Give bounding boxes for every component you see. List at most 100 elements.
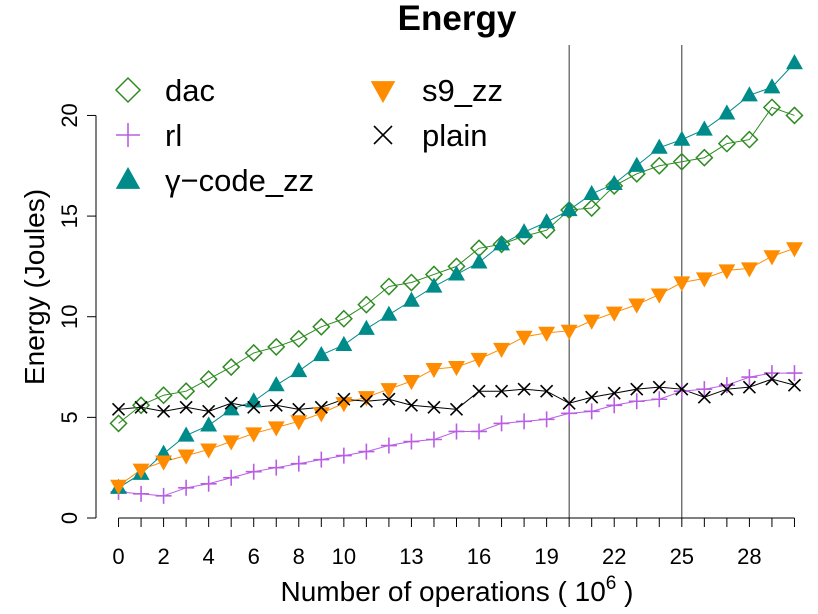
data-point bbox=[787, 378, 802, 392]
data-point bbox=[605, 174, 623, 190]
data-point bbox=[605, 306, 623, 322]
legend-marker bbox=[115, 166, 141, 189]
data-point bbox=[448, 423, 465, 440]
data-point bbox=[470, 352, 488, 369]
data-point bbox=[786, 242, 803, 258]
data-point bbox=[402, 273, 421, 292]
data-point bbox=[358, 443, 375, 460]
data-point bbox=[740, 262, 758, 278]
data-point bbox=[313, 451, 330, 468]
data-point bbox=[380, 383, 398, 399]
legend-label: s9_zz bbox=[422, 73, 503, 108]
data-point bbox=[740, 86, 758, 102]
data-point bbox=[245, 392, 263, 408]
data-point bbox=[224, 396, 238, 410]
data-point bbox=[449, 402, 464, 416]
data-point bbox=[628, 393, 645, 410]
data-point bbox=[718, 377, 735, 394]
data-point bbox=[628, 298, 646, 314]
x-tick-label: 22 bbox=[602, 544, 626, 569]
data-point bbox=[583, 314, 601, 330]
x-tick-label: 4 bbox=[203, 544, 215, 569]
x-tick-label: 2 bbox=[157, 544, 169, 569]
data-point bbox=[402, 291, 420, 307]
data-point bbox=[133, 485, 150, 502]
data-point bbox=[380, 305, 398, 321]
data-point bbox=[470, 253, 488, 269]
data-point bbox=[720, 382, 734, 396]
data-point bbox=[493, 235, 511, 251]
data-point bbox=[673, 383, 690, 400]
data-point bbox=[785, 106, 804, 125]
data-point bbox=[673, 130, 691, 146]
data-point bbox=[560, 324, 578, 340]
x-tick-label: 28 bbox=[737, 544, 761, 569]
data-point bbox=[582, 198, 601, 218]
data-point bbox=[157, 404, 171, 418]
data-point bbox=[109, 414, 128, 433]
data-point bbox=[357, 319, 375, 335]
legend-label: plain bbox=[422, 118, 488, 153]
x-tick-label: 10 bbox=[332, 544, 356, 569]
x-tick-label: 6 bbox=[248, 544, 260, 569]
data-point bbox=[334, 309, 353, 328]
legend-label: rl bbox=[165, 118, 182, 153]
data-point bbox=[200, 416, 218, 432]
data-point bbox=[245, 463, 262, 480]
data-point bbox=[403, 433, 420, 450]
x-axis-label-main: Number of operations ( 10 bbox=[281, 576, 606, 607]
data-point bbox=[605, 176, 624, 195]
axes: 0 2 4 6 8 10 13 16 19 22 25 28 0 5 10 15 20 bbox=[57, 103, 795, 569]
data-point bbox=[290, 362, 308, 378]
data-point bbox=[650, 138, 668, 154]
data-point bbox=[200, 475, 217, 492]
data-point bbox=[538, 213, 556, 229]
data-point bbox=[335, 397, 353, 413]
data-point bbox=[560, 200, 579, 220]
data-point bbox=[695, 148, 714, 167]
data-point bbox=[742, 380, 756, 394]
data-point bbox=[223, 469, 240, 486]
data-point bbox=[177, 426, 195, 442]
data-point bbox=[379, 277, 398, 296]
data-point bbox=[335, 335, 353, 352]
data-point bbox=[245, 427, 263, 443]
data-point bbox=[402, 375, 420, 391]
data-point bbox=[335, 447, 352, 464]
data-point bbox=[675, 382, 689, 396]
data-point bbox=[269, 398, 283, 412]
data-point bbox=[244, 343, 263, 363]
data-point bbox=[177, 382, 196, 401]
data-point bbox=[425, 431, 442, 448]
data-point bbox=[290, 455, 307, 472]
data-point bbox=[471, 423, 488, 440]
data-point bbox=[650, 288, 668, 304]
data-point bbox=[222, 435, 240, 451]
data-point bbox=[359, 394, 373, 408]
data-point bbox=[380, 437, 397, 454]
x-axis-label-close: ) bbox=[616, 576, 633, 607]
data-point bbox=[740, 130, 759, 149]
legend-marker bbox=[373, 125, 393, 145]
data-point bbox=[312, 345, 330, 362]
data-point bbox=[425, 277, 443, 293]
data-point bbox=[427, 400, 441, 414]
data-point bbox=[695, 120, 713, 136]
data-point bbox=[763, 78, 781, 94]
data-point bbox=[585, 390, 599, 404]
data-point bbox=[178, 479, 195, 496]
legend-marker bbox=[116, 123, 140, 147]
data-point bbox=[312, 317, 331, 336]
x-axis-label: Number of operations ( 106 ) bbox=[281, 573, 634, 607]
data-point bbox=[651, 391, 668, 408]
data-point bbox=[357, 295, 376, 314]
data-point bbox=[765, 372, 779, 386]
legend-marker bbox=[370, 81, 396, 104]
y-tick-label: 20 bbox=[57, 103, 82, 127]
data-point bbox=[267, 421, 285, 437]
data-point bbox=[179, 400, 193, 414]
data-point bbox=[652, 380, 666, 394]
chart-title: Energy bbox=[398, 0, 517, 38]
